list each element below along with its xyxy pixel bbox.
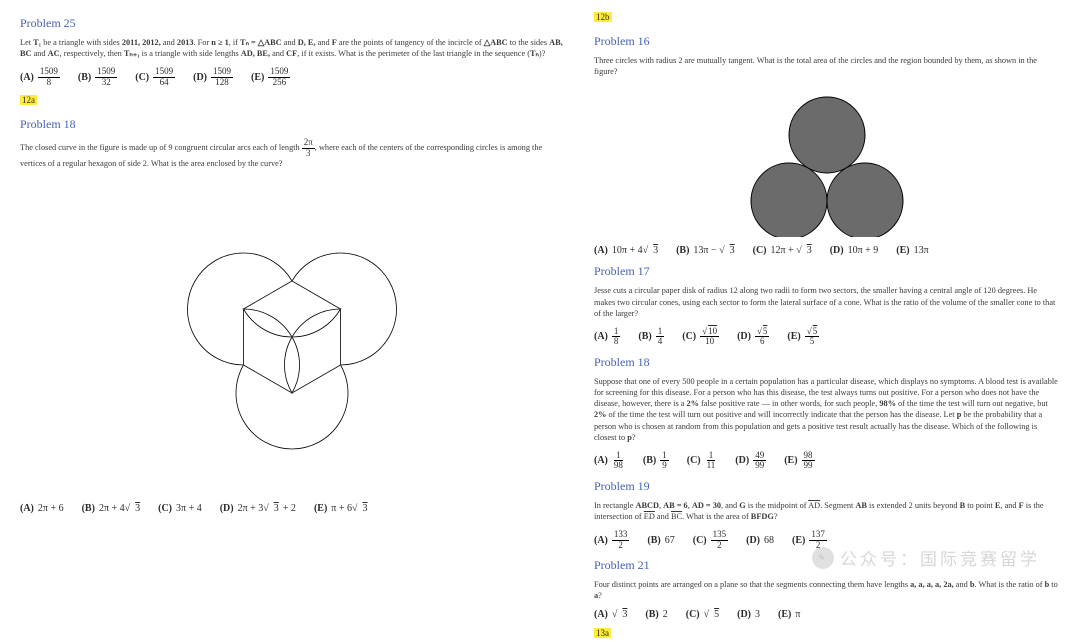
choice: (E) √55 — [787, 327, 819, 347]
problem-text: The closed curve in the figure is made u… — [20, 138, 564, 169]
problem-heading: Problem 19 — [594, 479, 1060, 494]
choice: (C) 111 — [687, 451, 718, 471]
choice: (A) 2π + 6 — [20, 503, 64, 514]
right-column: 12b Problem 16 Three circles with radius… — [584, 0, 1080, 582]
choice: (D) 68 — [746, 535, 774, 546]
choice: (A) 15098 — [20, 67, 60, 87]
choice: (A) 10π + 4√3 — [594, 245, 658, 256]
problem-16: Problem 16 Three circles with radius 2 a… — [594, 34, 1060, 256]
choices-row: (A) 1332 (B) 67 (C) 1352 (D) 68 (E) 1372 — [594, 530, 1060, 550]
tag-12a: 12a — [20, 95, 37, 105]
choice: (E) 1509256 — [251, 67, 290, 87]
choice: (B) 2π + 4√3 — [82, 503, 141, 514]
problem-18-right: Problem 18 Suppose that one of every 500… — [594, 355, 1060, 471]
problem-heading: Problem 16 — [594, 34, 1060, 49]
choice: (D) √56 — [737, 327, 769, 347]
choice: (D) 10π + 9 — [830, 245, 879, 256]
hexagon-arc-figure — [112, 179, 472, 495]
problem-text: Four distinct points are arranged on a p… — [594, 579, 1060, 601]
choice: (D) 2π + 3√3 + 2 — [220, 503, 296, 514]
choice: (E) 9899 — [784, 451, 814, 471]
choice: (C) 1352 — [693, 530, 728, 550]
choice: (E) 1372 — [792, 530, 827, 550]
choice: (A) √3 — [594, 609, 627, 620]
problem-heading: Problem 21 — [594, 558, 1060, 573]
problem-19: Problem 19 In rectangle ABCD, AB = 6, AD… — [594, 479, 1060, 550]
choices-row: (A) 18 (B) 14 (C) √1010 (D) √56 (E) √55 — [594, 327, 1060, 347]
choice: (D) 4999 — [735, 451, 766, 471]
tag-12b: 12b — [594, 12, 612, 22]
choice: (E) π + 6√3 — [314, 503, 368, 514]
problem-text: Suppose that one of every 500 people in … — [594, 376, 1060, 443]
problem-heading: Problem 17 — [594, 264, 1060, 279]
choices-row: (A) 198 (B) 19 (C) 111 (D) 4999 (E) 9899 — [594, 451, 1060, 471]
choice: (B) 67 — [647, 535, 674, 546]
choice: (B) 14 — [638, 327, 664, 347]
choices-row: (A) 15098 (B) 150932 (C) 150964 (D) 1509128… — [20, 67, 564, 87]
choice: (C) √5 — [686, 609, 719, 620]
choice: (A) 1332 — [594, 530, 629, 550]
problem-21: Problem 21 Four distinct points are arra… — [594, 558, 1060, 620]
choice: (A) 18 — [594, 327, 620, 347]
left-column: Problem 25 Let T₁ be a triangle with sid… — [0, 0, 584, 582]
choice: (B) 150932 — [78, 67, 117, 87]
problem-heading: Problem 25 — [20, 16, 564, 31]
problem-17: Problem 17 Jesse cuts a circular paper d… — [594, 264, 1060, 346]
problem-text: Let T₁ be a triangle with sides 2011, 20… — [20, 37, 564, 59]
choice: (C) √1010 — [682, 327, 719, 347]
choice: (C) 150964 — [135, 67, 175, 87]
three-circles-figure — [737, 87, 917, 237]
choice: (C) 3π + 4 — [158, 503, 202, 514]
choices-row: (A) 2π + 6 (B) 2π + 4√3 (C) 3π + 4 (D) 2π +… — [20, 503, 564, 514]
problem-heading: Problem 18 — [594, 355, 1060, 370]
choice: (E) π — [778, 609, 800, 620]
choice: (B) 2 — [645, 609, 667, 620]
problem-18-left: Problem 18 The closed curve in the figur… — [20, 117, 564, 514]
problem-25: Problem 25 Let T₁ be a triangle with sid… — [20, 16, 564, 87]
problem-text: Jesse cuts a circular paper disk of radi… — [594, 285, 1060, 319]
problem-text: Three circles with radius 2 are mutually… — [594, 55, 1060, 77]
choice: (D) 1509128 — [193, 67, 233, 87]
problem-heading: Problem 18 — [20, 117, 564, 132]
choice: (C) 12π + √3 — [753, 245, 812, 256]
choice: (B) 13π − √3 — [676, 245, 735, 256]
choice: (B) 19 — [643, 451, 669, 471]
choice: (D) 3 — [737, 609, 760, 620]
problem-text: In rectangle ABCD, AB = 6, AD = 30, and … — [594, 500, 1060, 522]
choices-row: (A) √3 (B) 2 (C) √5 (D) 3 (E) π — [594, 609, 1060, 620]
choices-row: (A) 10π + 4√3 (B) 13π − √3 (C) 12π + √3 (D)… — [594, 245, 1060, 256]
choice: (A) 198 — [594, 451, 625, 471]
tag-13a: 13a — [594, 628, 611, 638]
choice: (E) 13π — [896, 245, 928, 256]
